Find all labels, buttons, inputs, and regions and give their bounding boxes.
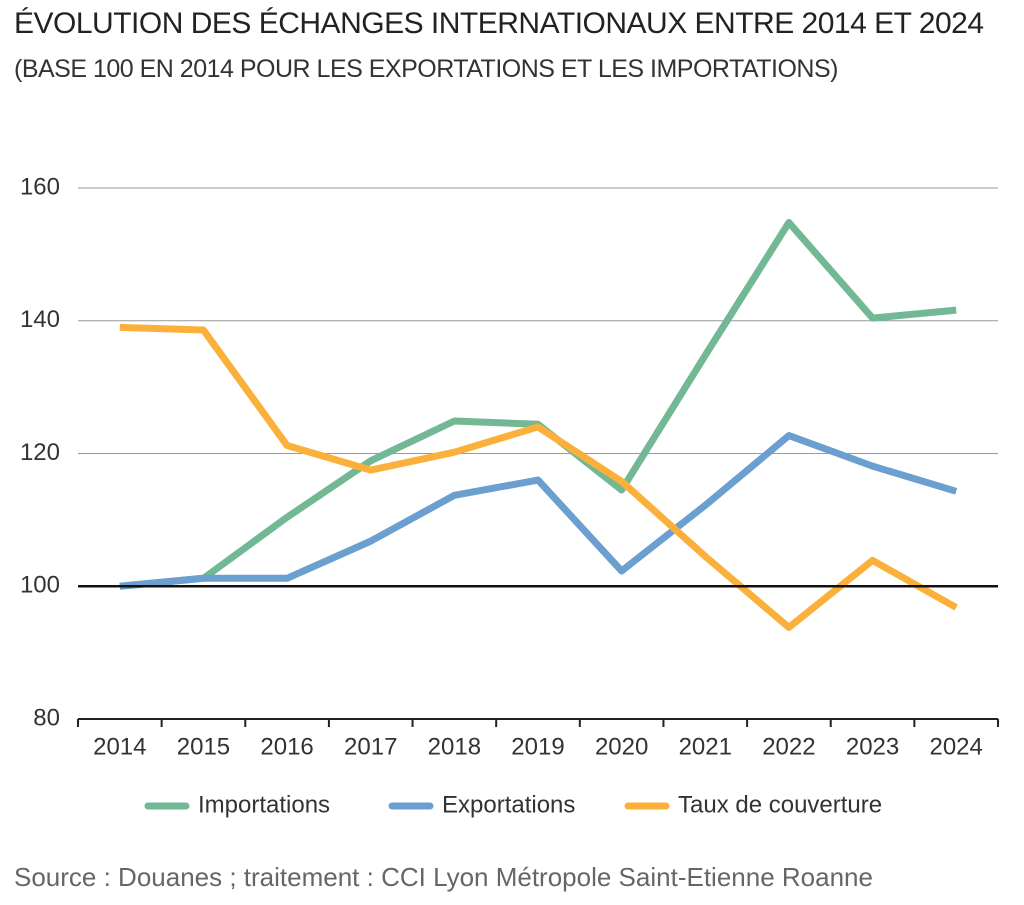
y-tick-label: 160 [20,173,60,200]
x-tick-label: 2018 [428,733,481,760]
x-tick-label: 2014 [93,733,146,760]
source-note: Source : Douanes ; traitement : CCI Lyon… [14,862,873,892]
x-tick-label: 2022 [762,733,815,760]
y-tick-label: 80 [33,704,60,731]
x-tick-label: 2015 [177,733,230,760]
legend-label: Exportations [442,791,575,818]
x-tick-label: 2021 [679,733,732,760]
series-line [119,219,957,590]
x-tick-label: 2019 [511,733,564,760]
series-line [119,323,958,631]
x-tick-label: 2020 [595,733,648,760]
x-tick-label: 2016 [260,733,313,760]
x-tick-label: 2024 [929,733,982,760]
x-tick-label: 2017 [344,733,397,760]
legend-label: Importations [198,791,330,818]
x-tick-label: 2023 [846,733,899,760]
legend-label: Taux de couverture [678,791,882,818]
chart: 80 100 120 140 160 2014 2015 2016 2017 2018 2019 20… [20,173,999,818]
y-tick-label: 100 [20,572,60,599]
y-tick-label: 140 [20,306,60,333]
chart-subtitle: (BASE 100 EN 2014 POUR LES EXPORTATIONS … [14,55,838,83]
header: ÉVOLUTION DES ÉCHANGES INTERNATIONAUX EN… [14,2,1014,91]
chart-title: ÉVOLUTION DES ÉCHANGES INTERNATIONAUX EN… [14,7,984,40]
y-tick-label: 120 [20,439,60,466]
series-line [119,432,958,590]
